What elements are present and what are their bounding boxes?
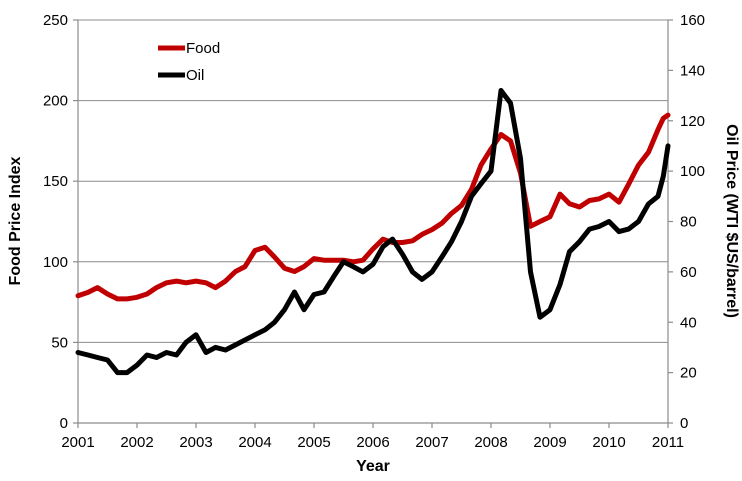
left-y-tick-label: 100 <box>43 254 68 271</box>
x-tick-label: 2005 <box>297 434 330 451</box>
left-y-tick-label: 0 <box>60 415 68 432</box>
right-y-tick-label: 20 <box>680 365 697 382</box>
series-line-oil <box>75 88 671 376</box>
right-y-axis-title: Oil Price (WTI $US/barrel) <box>723 124 740 318</box>
x-tick-label: 2009 <box>533 434 566 451</box>
legend: Food Oil <box>158 40 220 84</box>
axes <box>77 20 669 424</box>
left-y-tick-label: 50 <box>51 334 68 351</box>
left-y-axis-title: Food Price Index <box>7 156 24 285</box>
right-y-tick-label: 140 <box>680 62 705 79</box>
x-tick-label: 2006 <box>356 434 389 451</box>
x-tick-label: 2001 <box>61 434 94 451</box>
right-y-tick-label: 120 <box>680 113 705 130</box>
series-lines <box>75 88 671 376</box>
x-tick-label: 2002 <box>120 434 153 451</box>
right-y-tick-label: 60 <box>680 264 697 281</box>
right-y-tick-label: 40 <box>680 314 697 331</box>
x-tick-label: 2008 <box>474 434 507 451</box>
right-y-tick-label: 80 <box>680 214 697 231</box>
x-tick-label: 2004 <box>238 434 271 451</box>
legend-food-label: Food <box>186 40 220 57</box>
x-axis-title: Year <box>356 458 390 475</box>
x-tick-label: 2007 <box>415 434 448 451</box>
right-y-tick-label: 0 <box>680 415 688 432</box>
left-y-tick-label: 150 <box>43 173 68 190</box>
left-y-tick-label: 200 <box>43 93 68 110</box>
x-tick-label: 2011 <box>652 434 684 451</box>
right-y-tick-label: 100 <box>680 163 705 180</box>
series-line-food <box>75 112 671 302</box>
tick-labels: 0 50 100 150 200 250 0 20 40 60 80 100 120 140 160 2001… <box>43 12 705 451</box>
right-y-tick-label: 160 <box>680 12 705 29</box>
left-y-tick-label: 250 <box>43 12 68 29</box>
legend-oil-label: Oil <box>186 67 204 84</box>
gridlines <box>78 19 668 343</box>
x-tick-label: 2003 <box>179 434 212 451</box>
x-tick-label: 2010 <box>592 434 625 451</box>
